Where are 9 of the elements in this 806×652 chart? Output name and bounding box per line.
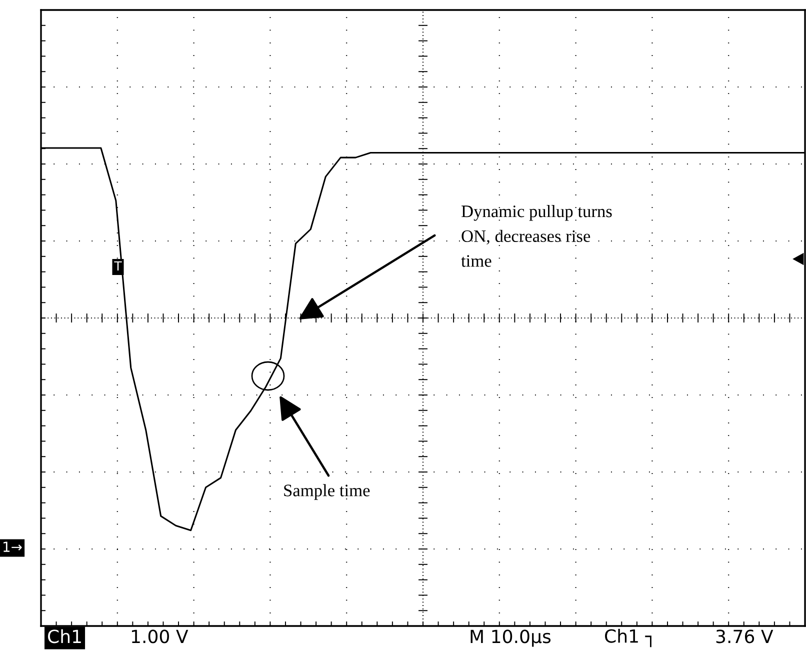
annotation: T bbox=[114, 261, 122, 270]
annotation: Sample time bbox=[284, 484, 370, 500]
text: Ch1 bbox=[48, 629, 81, 644]
text: Ch1 ┐ bbox=[605, 628, 652, 648]
text: 1.00 V bbox=[132, 630, 188, 644]
text: M 10.0µs bbox=[470, 630, 551, 647]
text: 3.76 V bbox=[716, 630, 774, 644]
annotation: Dynamic pullup turns ON, decreases rise time bbox=[461, 205, 612, 267]
text: 1→ bbox=[4, 542, 22, 552]
